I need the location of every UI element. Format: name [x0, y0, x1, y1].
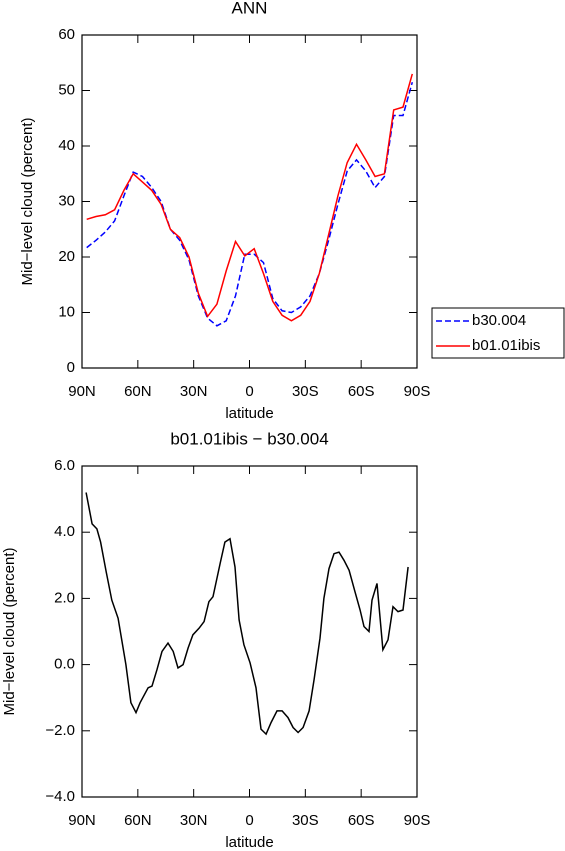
- y-tick-label: 20: [58, 248, 75, 265]
- x-tick-label: 30N: [180, 812, 208, 829]
- y-tick-label: 30: [58, 192, 75, 209]
- x-tick-label: 60N: [124, 812, 152, 829]
- x-axis-label: latitude: [225, 405, 273, 422]
- y-tick-label: −4.0: [45, 788, 75, 805]
- chart-title: b01.01ibis − b30.004: [170, 429, 328, 448]
- y-tick-label: 40: [58, 137, 75, 154]
- x-tick-label: 90S: [404, 383, 431, 400]
- x-tick-label: 90S: [404, 812, 431, 829]
- series-line: [85, 492, 409, 736]
- plot-frame: [81, 465, 418, 798]
- y-tick-label: 0.0: [54, 656, 75, 673]
- x-tick-label: 90N: [68, 812, 96, 829]
- legend-box: [431, 307, 565, 359]
- x-tick-label: 30S: [292, 812, 319, 829]
- y-tick-label: −2.0: [45, 722, 75, 739]
- y-tick-label: 50: [58, 81, 75, 98]
- y-tick-label: 2.0: [54, 589, 75, 606]
- y-tick-label: 10: [58, 303, 75, 320]
- x-tick-label: 0: [245, 812, 253, 829]
- x-tick-label: 0: [245, 383, 253, 400]
- series-line: [86, 81, 414, 327]
- legend-label: b01.01ibis: [472, 337, 540, 354]
- x-axis-label: latitude: [225, 834, 273, 851]
- y-tick-label: 4.0: [54, 523, 75, 540]
- x-tick-label: 60N: [124, 383, 152, 400]
- y-axis-label: Mid−level cloud (percent): [19, 117, 36, 285]
- y-tick-label: 6.0: [54, 457, 75, 474]
- legend-label: b30.004: [472, 312, 526, 329]
- y-axis-label: Mid−level cloud (percent): [1, 547, 18, 715]
- x-tick-label: 60S: [348, 812, 375, 829]
- chart-title: ANN: [232, 0, 268, 17]
- series-line: [86, 73, 414, 322]
- plot-frame: [81, 34, 418, 369]
- x-tick-label: 90N: [68, 383, 96, 400]
- x-tick-label: 30S: [292, 383, 319, 400]
- x-tick-label: 60S: [348, 383, 375, 400]
- x-tick-label: 30N: [180, 383, 208, 400]
- y-tick-label: 60: [58, 26, 75, 43]
- y-tick-label: 0: [67, 359, 75, 376]
